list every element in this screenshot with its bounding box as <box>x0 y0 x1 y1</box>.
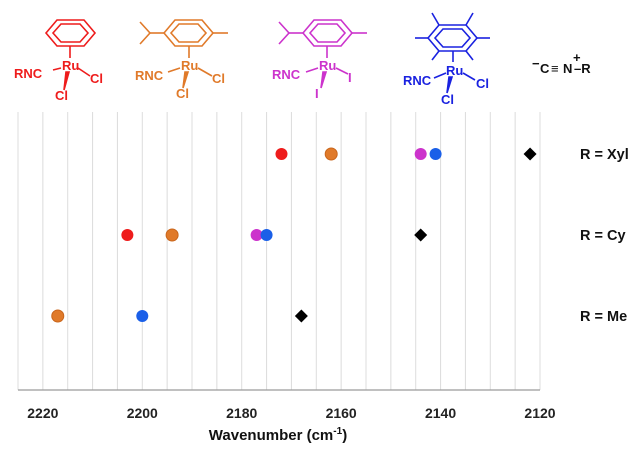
ru-cnr-bond <box>305 67 319 73</box>
data-point-free_isocyanide <box>414 228 428 242</box>
free-ligand-c: C <box>540 61 550 76</box>
free-ligand-triple: ≡ <box>551 61 559 76</box>
data-point-cymene_iodide <box>414 148 427 160</box>
data-point-free_isocyanide <box>523 147 537 161</box>
row-labels: R = Xyl R = Cy R = Me <box>580 147 629 325</box>
x-tick-label: 2160 <box>326 405 357 421</box>
structure-cymene-iodide-metal: Ru <box>319 58 336 73</box>
structure-cymene: Ru RNC Cl Cl <box>135 19 228 101</box>
x-tick-label: 2220 <box>27 405 58 421</box>
ru-cl-bond-right <box>462 72 476 81</box>
methyl-6 <box>431 50 440 61</box>
ru-cnr-bond <box>52 67 62 71</box>
wedge-bond <box>446 76 454 94</box>
ru-cl-bond-right <box>197 67 213 77</box>
data-point-hexamethylbenzene <box>260 229 273 241</box>
row-label: R = Xyl <box>580 147 629 163</box>
x-axis-label-main: Wavenumber (cm <box>209 427 333 444</box>
data-point-free_isocyanide <box>294 309 308 323</box>
benzene-ring <box>44 19 97 47</box>
ru-cnr-bond <box>167 67 181 73</box>
structure-cymene-ligand: RNC <box>135 68 164 83</box>
ru-cl-bond-right <box>77 67 91 77</box>
free-ligand-n: N <box>563 61 572 76</box>
cymene-iodide-inner-ring <box>308 23 347 43</box>
structure-cymene-iodide-halide-right: I <box>348 70 352 85</box>
data-point-benzene <box>275 148 288 160</box>
x-axis-label-sup: -1 <box>333 426 342 437</box>
structure-benzene-halide-bottom: Cl <box>55 88 68 103</box>
structure-benzene-ligand: RNC <box>14 66 43 81</box>
structure-benzene-halide-right: Cl <box>90 71 103 86</box>
ru-cnr-bond <box>433 72 447 79</box>
x-tick-label: 2200 <box>127 405 158 421</box>
structure-hmb-ligand: RNC <box>403 73 432 88</box>
data-point-cymene_iodide <box>250 229 263 241</box>
isopropyl-methyl-1 <box>139 21 151 34</box>
methyl-2 <box>431 12 440 26</box>
x-tick-label: 2120 <box>524 405 555 421</box>
structure-cymene-iodide: Ru RNC I I <box>272 19 367 101</box>
data-point-cymene <box>165 228 179 242</box>
data-point-cymene <box>324 147 338 161</box>
row-label: R = Me <box>580 309 627 325</box>
wedge-bond <box>320 71 328 89</box>
free-ligand-r: –R <box>574 61 591 76</box>
methyl-3 <box>465 12 474 26</box>
structure-hexamethylbenzene: Ru RNC Cl Cl <box>403 12 490 107</box>
structure-hmb-halide-bottom: Cl <box>441 92 454 107</box>
data-point-cymene <box>51 309 65 323</box>
structure-benzene: Ru RNC Cl Cl <box>14 19 103 103</box>
wedge-bond <box>182 71 190 89</box>
methyl-5 <box>465 50 474 61</box>
x-axis-label-tail: ) <box>342 427 347 444</box>
structure-cymene-iodide-ligand: RNC <box>272 67 301 82</box>
free-isocyanide: − C ≡ N + –R <box>532 50 591 76</box>
structure-hmb-metal: Ru <box>446 63 463 78</box>
isopropyl-methyl-2 <box>278 32 290 45</box>
isopropyl-methyl-2 <box>139 32 151 45</box>
structure-hmb-halide-right: Cl <box>476 76 489 91</box>
data-points <box>51 147 537 323</box>
structure-cymene-iodide-halide-bottom: I <box>315 86 319 101</box>
hmb-inner-ring <box>433 28 472 48</box>
structure-cymene-halide-bottom: Cl <box>176 86 189 101</box>
cymene-inner-ring <box>169 23 208 43</box>
structure-benzene-metal: Ru <box>62 58 79 73</box>
row-label: R = Cy <box>580 228 626 244</box>
x-axis-label: Wavenumber (cm-1) <box>209 426 347 444</box>
data-point-hexamethylbenzene <box>429 148 442 160</box>
x-tick-labels: 2220 2200 2180 2160 2140 2120 <box>27 405 556 421</box>
free-ligand-minus: − <box>532 56 540 71</box>
wedge-bond <box>63 71 71 91</box>
data-point-hexamethylbenzene <box>136 310 149 322</box>
isopropyl-methyl-1 <box>278 21 290 34</box>
structure-cymene-halide-right: Cl <box>212 71 225 86</box>
data-point-benzene <box>121 229 134 241</box>
structures-header: Ru RNC Cl Cl Ru RNC Cl Cl <box>14 12 591 107</box>
ru-i-bond-right <box>335 67 349 75</box>
x-tick-label: 2140 <box>425 405 456 421</box>
gridlines <box>17 112 541 390</box>
free-ligand-plus: + <box>573 50 581 65</box>
structure-cymene-metal: Ru <box>181 58 198 73</box>
x-tick-label: 2180 <box>226 405 257 421</box>
benzene-inner-ring <box>51 23 90 43</box>
